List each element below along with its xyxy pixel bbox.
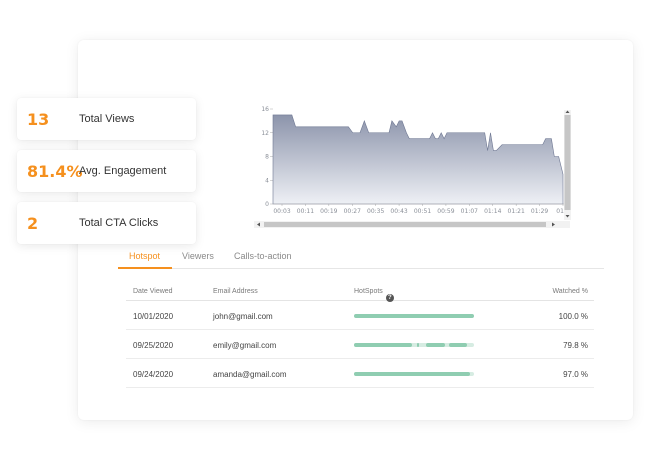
header-hotspots-label: HotSpots <box>354 288 383 295</box>
stat-card-avg-engagement: 81.4% Avg. Engagement <box>17 150 196 192</box>
row-email: emily@gmail.com <box>213 341 277 350</box>
x-tick-label: 00:11 <box>297 208 314 215</box>
hotspot-progress-bar <box>354 372 474 376</box>
hotspot-progress-bar <box>354 343 474 347</box>
total-views-value: 13 <box>27 109 50 129</box>
header-hotspots: HotSpots? <box>354 288 394 302</box>
hotspot-segment <box>417 343 419 347</box>
vertical-scrollbar-thumb[interactable] <box>564 115 571 210</box>
table-row[interactable]: 09/25/2020 emily@gmail.com 79.8 % <box>126 330 594 359</box>
tab-bar: Hotspot Viewers Calls-to-action <box>118 248 604 269</box>
hotspot-segment <box>354 372 470 376</box>
y-tick-label: 12 <box>261 130 269 137</box>
row-date: 09/24/2020 <box>133 370 174 379</box>
total-views-label: Total Views <box>79 113 135 125</box>
x-tick-label: 00:03 <box>273 208 290 215</box>
active-tab-indicator <box>118 267 172 269</box>
series-area <box>272 114 564 205</box>
y-tick-label: 0 <box>265 201 269 208</box>
hotspot-segment <box>354 343 412 347</box>
table-row[interactable]: 09/24/2020 amanda@gmail.com 97.0 % <box>126 359 594 388</box>
table-header: Date Viewed Email Address HotSpots? Watc… <box>126 283 594 302</box>
tab-viewers[interactable]: Viewers <box>182 251 214 261</box>
x-axis: 00:03 00:11 00:19 00:27 00:35 00:43 00:51 00:59… <box>273 204 570 215</box>
header-email-address: Email Address <box>213 288 258 295</box>
row-watched: 79.8 % <box>563 341 588 350</box>
row-date: 09/25/2020 <box>133 341 174 350</box>
total-cta-clicks-label: Total CTA Clicks <box>79 217 159 229</box>
x-tick-label: 01:21 <box>508 208 525 215</box>
x-tick-label: 00:51 <box>414 208 431 215</box>
header-watched: Watched % <box>552 288 588 295</box>
total-cta-clicks-value: 2 <box>27 213 39 233</box>
row-email: amanda@gmail.com <box>213 370 287 379</box>
x-tick-label: 01:3 <box>556 208 570 215</box>
x-tick-label: 00:59 <box>437 208 454 215</box>
y-axis: 0 4 8 12 16 <box>261 106 273 208</box>
x-tick-label: 00:35 <box>367 208 384 215</box>
hotspot-segment <box>449 343 467 347</box>
hotspot-segment <box>354 314 474 318</box>
x-tick-label: 00:27 <box>344 208 361 215</box>
viewers-table: Date Viewed Email Address HotSpots? Watc… <box>126 283 594 388</box>
y-tick-label: 4 <box>265 177 269 184</box>
x-tick-label: 00:43 <box>390 208 407 215</box>
arrow-left-icon[interactable] <box>257 222 260 227</box>
y-tick-label: 16 <box>261 106 269 113</box>
question-circle-icon[interactable]: ? <box>385 294 394 302</box>
stat-card-total-cta-clicks: 2 Total CTA Clicks <box>17 202 196 244</box>
horizontal-scrollbar-thumb[interactable] <box>264 222 546 227</box>
arrow-down-icon[interactable] <box>565 215 570 218</box>
hotspot-segment <box>426 343 445 347</box>
table-row[interactable]: 10/01/2020 john@gmail.com 100.0 % <box>126 301 594 330</box>
arrow-up-icon[interactable] <box>565 110 570 114</box>
x-tick-label: 01:07 <box>461 208 478 215</box>
avg-engagement-label: Avg. Engagement <box>79 165 167 177</box>
row-watched: 97.0 % <box>563 370 588 379</box>
tab-calls-to-action[interactable]: Calls-to-action <box>234 251 292 261</box>
arrow-right-icon[interactable] <box>552 222 555 227</box>
x-tick-label: 01:29 <box>531 208 548 215</box>
x-tick-label: 00:19 <box>320 208 337 215</box>
hotspot-progress-bar <box>354 314 474 318</box>
row-date: 10/01/2020 <box>133 312 174 321</box>
row-email: john@gmail.com <box>213 312 273 321</box>
y-tick-label: 8 <box>265 154 269 161</box>
stat-card-total-views: 13 Total Views <box>17 98 196 140</box>
x-tick-label: 01:14 <box>484 208 501 215</box>
row-watched: 100.0 % <box>558 312 588 321</box>
tab-hotspot[interactable]: Hotspot <box>129 251 161 261</box>
hotspot-track <box>354 343 474 347</box>
avg-engagement-value: 81.4% <box>27 161 83 181</box>
header-date-viewed: Date Viewed <box>133 288 173 295</box>
